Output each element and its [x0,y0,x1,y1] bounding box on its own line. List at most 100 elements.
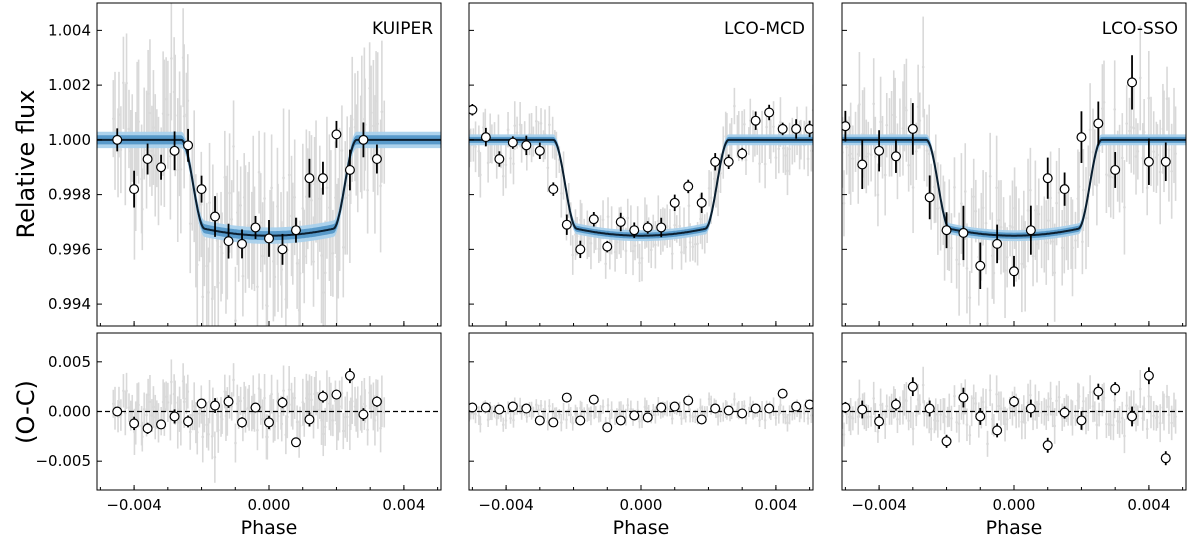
raw-point [257,170,261,174]
raw-resid-point [939,413,942,416]
x-axis-label: Phase [613,517,670,538]
raw-point [1128,129,1131,133]
x-tick-label: −0.004 [478,496,534,514]
raw-resid-point [597,416,601,419]
raw-resid-point [606,403,610,407]
raw-resid-point [793,411,796,415]
raw-point [1132,126,1136,130]
raw-resid-point [329,407,333,411]
raw-point [684,245,688,249]
raw-point [744,158,748,162]
raw-point [366,188,369,192]
raw-resid-point [137,403,140,407]
x-tick-label: 0.004 [1127,496,1170,514]
raw-point [777,147,781,151]
raw-point [691,245,695,249]
binned-point [507,137,518,148]
raw-resid-point [328,402,331,405]
raw-resid-point [921,383,925,387]
raw-resid-point [145,413,148,417]
raw-resid-point [341,429,345,433]
raw-point [1091,150,1095,154]
raw-resid-point [1005,418,1009,421]
binned-resid-point [804,399,813,410]
raw-resid-point [699,406,702,409]
bottom-plot-area [97,359,441,483]
raw-resid-point [842,433,846,436]
bottom-panel-lco-sso: −0.004 0.000 0.004 Phase [841,332,1187,538]
raw-resid-point [594,410,598,414]
raw-point [548,123,551,127]
raw-resid-point [553,411,557,415]
raw-resid-point [1174,415,1177,418]
raw-resid-point [782,413,785,416]
raw-resid-point [486,418,490,422]
raw-resid-point [845,412,848,416]
binned-point [469,104,478,115]
raw-point [1145,186,1149,190]
raw-point [203,238,206,241]
raw-point [805,122,808,125]
raw-point [310,199,313,202]
raw-resid-point [953,394,956,398]
binned-point [494,154,505,165]
raw-resid-point [682,409,686,413]
binned-point [958,227,969,238]
raw-point [779,120,782,124]
binned-residuals [469,388,813,433]
binned-point [575,244,586,255]
raw-point [376,122,380,126]
raw-resid-point [331,419,335,422]
raw-point [1020,262,1024,266]
binned-point [264,233,275,244]
binned-resid-point [142,423,153,434]
raw-resid-point [743,404,746,408]
y-tick-label: 0.000 [48,403,91,421]
raw-point [1156,153,1159,157]
binned-point [941,225,952,236]
binned-resid-point [521,403,532,414]
raw-resid-point [1113,399,1117,402]
raw-point [1005,256,1009,259]
binned-resid-point [1008,396,1019,407]
raw-point [323,271,327,275]
x-tick-label: −0.004 [851,496,907,514]
raw-point [207,291,210,294]
raw-point [306,197,310,200]
raw-point [1134,155,1138,158]
raw-point [1123,206,1126,209]
raw-resid-point [802,412,806,415]
binned-point [183,140,194,151]
raw-point [733,104,736,108]
binned-point [1042,173,1053,184]
raw-point [957,262,961,266]
raw-resid-point [257,387,261,390]
bottom-plot-area [842,366,1186,466]
raw-point [851,157,855,160]
raw-point [1026,209,1030,212]
raw-point [234,319,237,322]
raw-resid-point [1071,416,1074,420]
raw-point [1113,108,1117,111]
binned-resid-point [548,417,559,428]
raw-resid-point [1014,409,1018,413]
raw-resid-point [148,400,152,404]
raw-point [148,111,152,115]
raw-resid-point [308,392,311,396]
binned-resid-point [629,410,640,421]
raw-resid-point [1031,417,1035,421]
raw-resid-point [369,400,373,403]
raw-point [321,291,325,294]
raw-resid-point [1029,393,1032,397]
raw-point [1013,206,1016,210]
raw-resid-point [285,415,289,419]
raw-point [999,225,1003,229]
raw-resid-point [567,408,571,412]
raw-resid-point [691,415,695,419]
raw-point [693,242,697,246]
raw-point [1102,100,1106,104]
raw-resid-point [509,416,512,420]
raw-resid-point [525,415,529,419]
raw-resid-point [539,404,543,407]
binned-resid-point [1059,407,1070,418]
